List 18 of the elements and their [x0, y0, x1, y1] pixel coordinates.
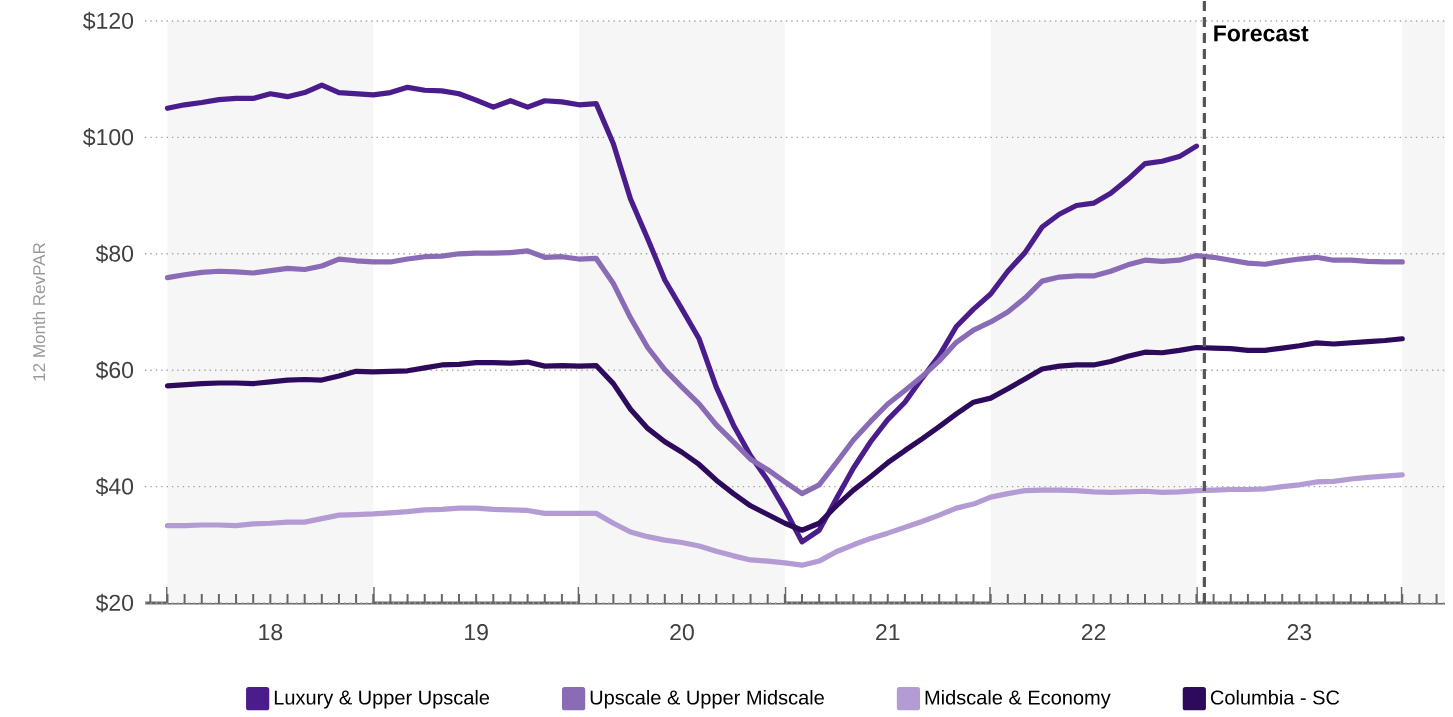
legend-label: Upscale & Upper Midscale	[590, 689, 824, 709]
x-tick-label: 20	[670, 624, 694, 641]
y-tick-label: $100	[83, 128, 134, 147]
y-tick-label: $80	[95, 244, 134, 264]
legend-label: Midscale & Economy	[925, 689, 1111, 709]
x-tick-label: 23	[1287, 624, 1312, 641]
legend-label: Columbia - SC	[1210, 689, 1340, 705]
legend-label: Luxury & Upper Upscale	[274, 689, 490, 709]
x-tick-label: 21	[876, 624, 900, 641]
y-axis-title: 12 Month RevPAR	[32, 243, 46, 381]
ref-line-label: Forecast	[1214, 25, 1309, 42]
y-tick-label: $60	[95, 360, 134, 380]
x-tick-label: 19	[465, 624, 488, 641]
x-tick-label: 18	[259, 624, 283, 641]
y-tick-label: $40	[95, 477, 134, 496]
x-tick-label: 22	[1081, 624, 1106, 641]
y-tick-label: $120	[83, 11, 134, 31]
y-tick-label: $20	[95, 593, 134, 613]
